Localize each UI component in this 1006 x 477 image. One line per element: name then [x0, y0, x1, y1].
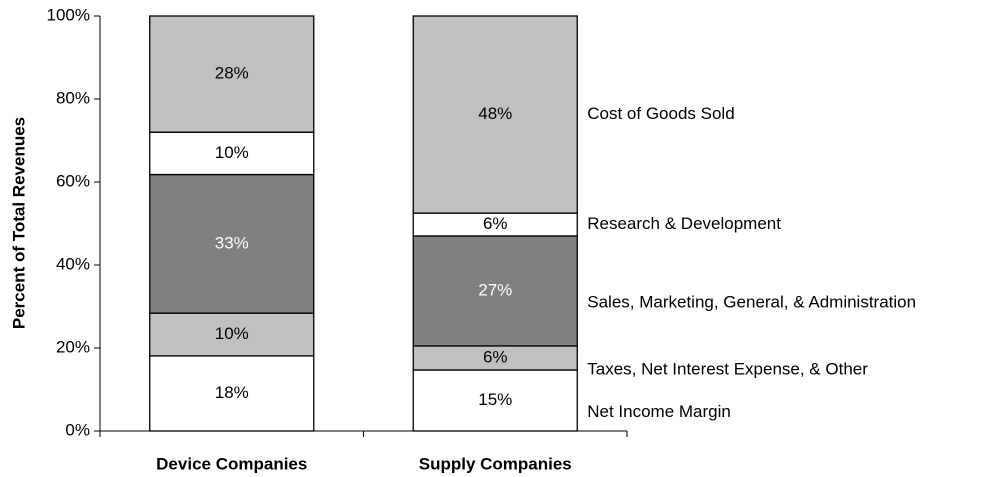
bar-segment — [149, 131, 315, 176]
data-label: 48% — [478, 104, 512, 123]
y-tick-label: 60% — [56, 171, 90, 190]
legend-label: Research & Development — [587, 214, 781, 233]
data-label: 6% — [483, 347, 508, 366]
legend-label: Sales, Marketing, General, & Administrat… — [587, 292, 916, 311]
bar-segment — [149, 355, 315, 432]
x-tick-label: Supply Companies — [419, 454, 572, 473]
y-tick-label: 0% — [65, 420, 90, 439]
data-label: 33% — [215, 233, 249, 252]
data-label: 18% — [215, 383, 249, 402]
legend-label: Net Income Margin — [587, 402, 731, 421]
legend-label: Taxes, Net Interest Expense, & Other — [587, 359, 868, 378]
bar-segment — [149, 173, 315, 314]
data-label: 28% — [215, 64, 249, 83]
bar-segment — [149, 15, 315, 133]
x-tick-label: Device Companies — [156, 454, 307, 473]
y-tick-label: 20% — [56, 337, 90, 356]
data-label: 10% — [215, 143, 249, 162]
y-axis-label: Percent of Total Revenues — [9, 117, 28, 329]
legend-label: Cost of Goods Sold — [587, 104, 734, 123]
y-tick-label: 80% — [56, 88, 90, 107]
data-label: 6% — [483, 214, 508, 233]
bar-segment — [412, 15, 578, 214]
bar-segment — [412, 235, 578, 347]
bar-segment — [149, 312, 315, 357]
y-tick-label: 100% — [47, 5, 90, 24]
y-tick-label: 40% — [56, 254, 90, 273]
data-label: 15% — [478, 390, 512, 409]
data-label: 10% — [215, 324, 249, 343]
data-label: 27% — [478, 280, 512, 299]
